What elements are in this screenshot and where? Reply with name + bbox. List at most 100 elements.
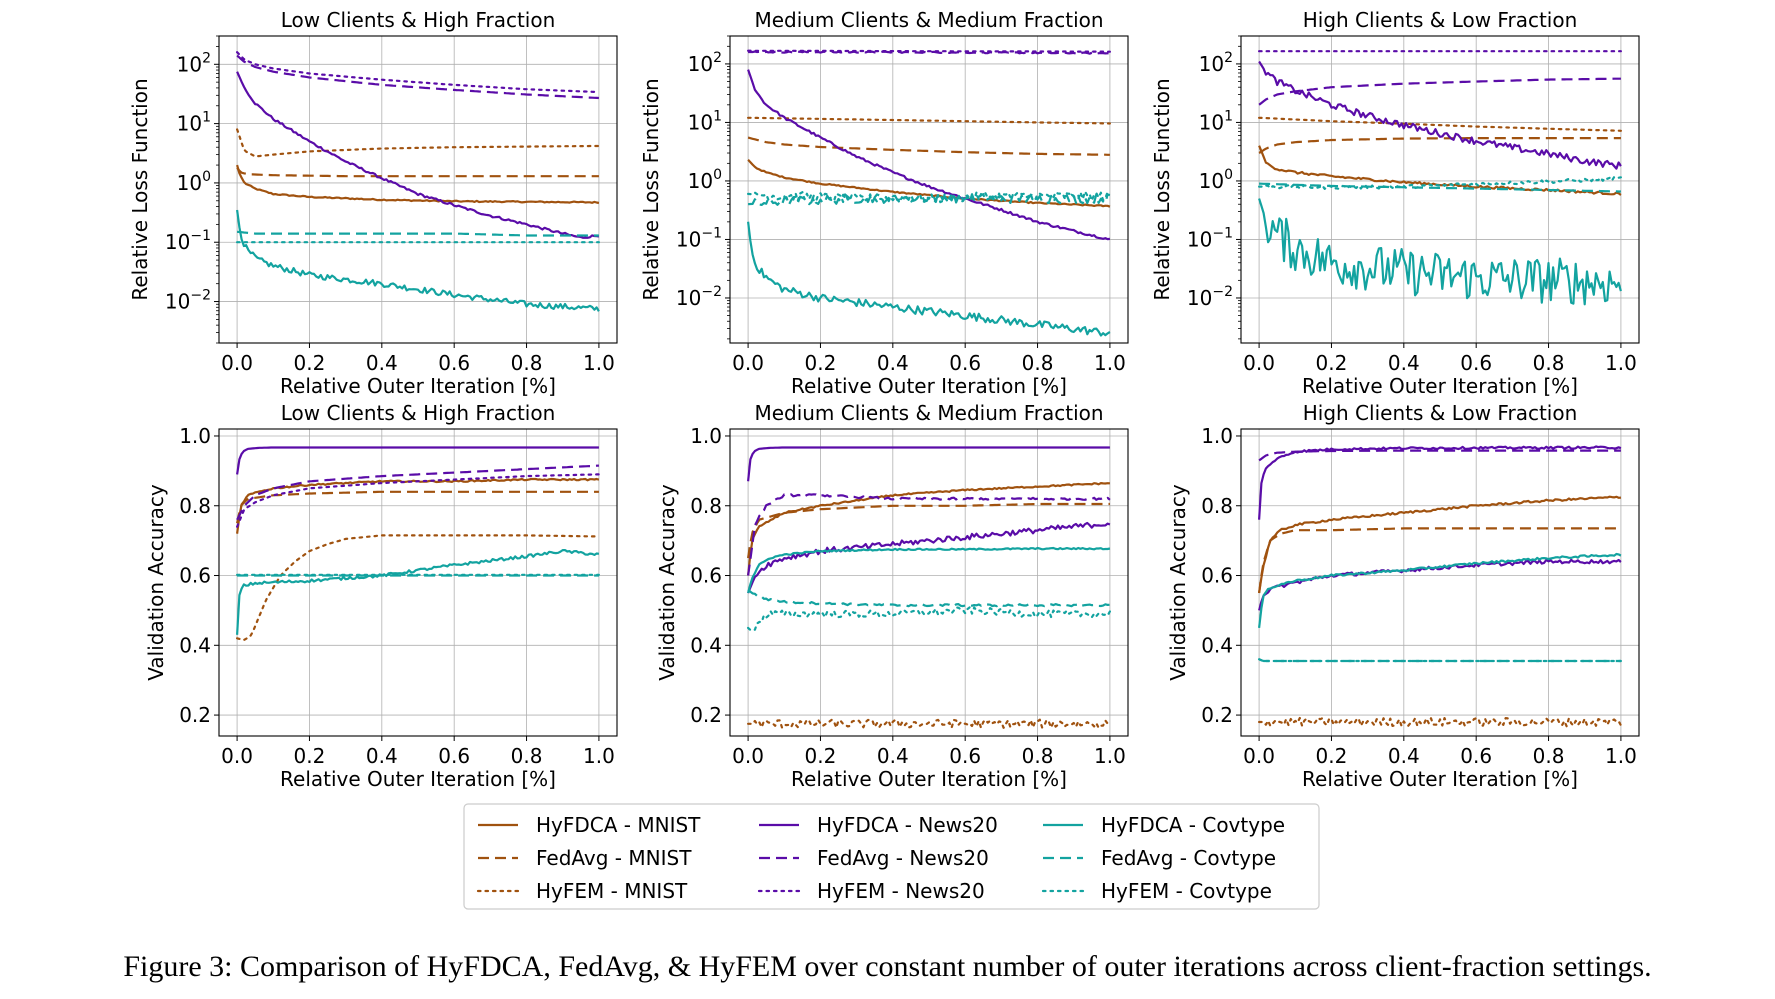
y-tick-label: 0.2: [1201, 703, 1233, 727]
series-line-hyfem-covtype: [746, 606, 1112, 632]
subplot-title: High Clients & Low Fraction: [1303, 8, 1578, 32]
y-tick-exponent: 1: [202, 110, 211, 126]
y-tick-label: 1.0: [1201, 424, 1233, 448]
legend-label: HyFDCA - Covtype: [1101, 813, 1285, 837]
y-tick-label: 10−2: [676, 284, 722, 310]
plot-frame: [218, 428, 618, 737]
x-tick-label: 0.6: [438, 351, 470, 375]
subplot-title: High Clients & Low Fraction: [1303, 401, 1578, 425]
y-tick-label: 10−1: [1187, 225, 1233, 251]
x-tick-label: 0.0: [732, 744, 764, 768]
series-line-fedavg-mnist: [236, 167, 599, 178]
series-line-hyfem-mnist: [746, 718, 1112, 729]
legend-label: FedAvg - News20: [817, 846, 989, 870]
series-line-hyfem-news20: [747, 521, 1111, 594]
series-line-hyfdca-mnist: [236, 477, 600, 534]
series-line-hyfdca-covtype: [1258, 552, 1622, 629]
x-tick-label: 0.8: [1533, 351, 1565, 375]
subplot-title: Low Clients & High Fraction: [281, 401, 556, 425]
y-tick-label: 100: [177, 169, 211, 195]
y-tick-label: 102: [177, 50, 211, 76]
subplot-2: 0.0 0.2 0.4 0.6 0.8 1.010−210−1100101102Mediu…: [639, 8, 1129, 398]
y-tick-label: 0.6: [1201, 564, 1233, 588]
subplot-6: 0.0 0.2 0.4 0.6 0.8 1.0 0.2 0.4 0.6 0.8 1.0 High Cl…: [1166, 401, 1640, 791]
y-tick-base: 10: [688, 52, 713, 76]
y-tick-label: 1.0: [690, 424, 722, 448]
series-line-fedavg-news20: [1258, 449, 1621, 462]
legend-label: FedAvg - MNIST: [536, 846, 692, 870]
series-line-fedavg-news20: [236, 54, 599, 100]
subplot-title: Low Clients & High Fraction: [281, 8, 556, 32]
y-tick-exponent: 1: [1224, 108, 1233, 124]
y-tick-base: 10: [1199, 52, 1224, 76]
y-axis-label: Relative Loss Function: [639, 78, 663, 300]
legend-label: HyFDCA - MNIST: [536, 813, 701, 837]
y-tick-exponent: 1: [713, 108, 722, 124]
x-tick-label: 0.8: [511, 351, 543, 375]
series-line-hyfem-mnist: [1257, 116, 1623, 132]
y-tick-label: 1.0: [179, 424, 211, 448]
plot-frame: [729, 428, 1129, 737]
series-line-hyfdca-news20: [1258, 60, 1622, 170]
series-group: [1257, 50, 1623, 306]
y-tick-label: 101: [688, 108, 722, 134]
y-tick-label: 10−2: [1187, 284, 1233, 310]
y-tick-base: 10: [1187, 227, 1212, 251]
series-line-fedavg-mnist: [1258, 527, 1621, 594]
x-tick-label: 0.4: [877, 351, 909, 375]
x-tick-label: 1.0: [1605, 351, 1637, 375]
y-tick-base: 10: [165, 290, 190, 314]
subplot-title: Medium Clients & Medium Fraction: [754, 401, 1103, 425]
x-tick-label: 0.0: [221, 744, 253, 768]
series-line-hyfdca-news20: [236, 446, 599, 475]
plot-frame: [218, 35, 618, 344]
x-tick-label: 0.6: [1460, 351, 1492, 375]
x-tick-label: 0.4: [877, 744, 909, 768]
x-tick-label: 1.0: [1094, 351, 1126, 375]
x-tick-label: 0.8: [511, 744, 543, 768]
series-line-fedavg-covtype: [748, 192, 1111, 207]
y-tick-label: 100: [1199, 167, 1233, 193]
x-axis-label: Relative Outer Iteration [%]: [791, 767, 1067, 791]
y-tick-base: 10: [1199, 110, 1224, 134]
x-tick-label: 0.8: [1022, 744, 1054, 768]
y-tick-label: 0.8: [1201, 494, 1233, 518]
series-line-fedavg-mnist: [1258, 137, 1621, 154]
x-tick-label: 0.4: [1388, 744, 1420, 768]
series-line-hyfdca-news20: [747, 69, 1110, 241]
x-axis-label: Relative Outer Iteration [%]: [791, 374, 1067, 398]
subplot-5: 0.0 0.2 0.4 0.6 0.8 1.0 0.2 0.4 0.6 0.8 1.0 Medium …: [655, 401, 1129, 791]
y-tick-label: 102: [688, 50, 722, 76]
series-line-hyfem-mnist: [236, 128, 601, 158]
y-axis-label: Relative Loss Function: [128, 78, 152, 300]
legend-frame: [463, 803, 1320, 910]
x-axis-label: Relative Outer Iteration [%]: [1302, 374, 1578, 398]
x-tick-label: 0.2: [1316, 351, 1348, 375]
y-tick-base: 10: [1199, 169, 1224, 193]
y-tick-label: 10−2: [165, 288, 211, 314]
series-line-fedavg-news20: [747, 493, 1111, 576]
y-tick-label: 101: [177, 110, 211, 136]
series-line-hyfem-mnist: [1257, 716, 1623, 728]
series-line-fedavg-news20: [748, 50, 1110, 55]
legend-label: HyFDCA - News20: [817, 813, 998, 837]
x-tick-label: 0.4: [366, 351, 398, 375]
subplot-title: Medium Clients & Medium Fraction: [754, 8, 1103, 32]
series-group: [236, 446, 601, 642]
series-line-fedavg-covtype: [237, 230, 599, 237]
plot-frame: [729, 35, 1129, 344]
legend: HyFDCA - MNIST HyFDCA - News20 HyFDCA - Co…: [463, 803, 1320, 910]
x-tick-label: 0.6: [438, 744, 470, 768]
y-tick-label: 0.8: [690, 494, 722, 518]
y-axis-label: Validation Accuracy: [655, 484, 679, 681]
plot-frame: [1240, 35, 1640, 344]
y-axis-label: Validation Accuracy: [1166, 484, 1190, 681]
series-group: [746, 446, 1112, 729]
y-tick-label: 0.8: [179, 494, 211, 518]
y-tick-label: 10−1: [676, 225, 722, 251]
legend-label: FedAvg - Covtype: [1101, 846, 1276, 870]
x-axis-label: Relative Outer Iteration [%]: [280, 767, 556, 791]
y-tick-base: 10: [177, 112, 202, 136]
series-line-fedavg-mnist: [747, 502, 1110, 559]
